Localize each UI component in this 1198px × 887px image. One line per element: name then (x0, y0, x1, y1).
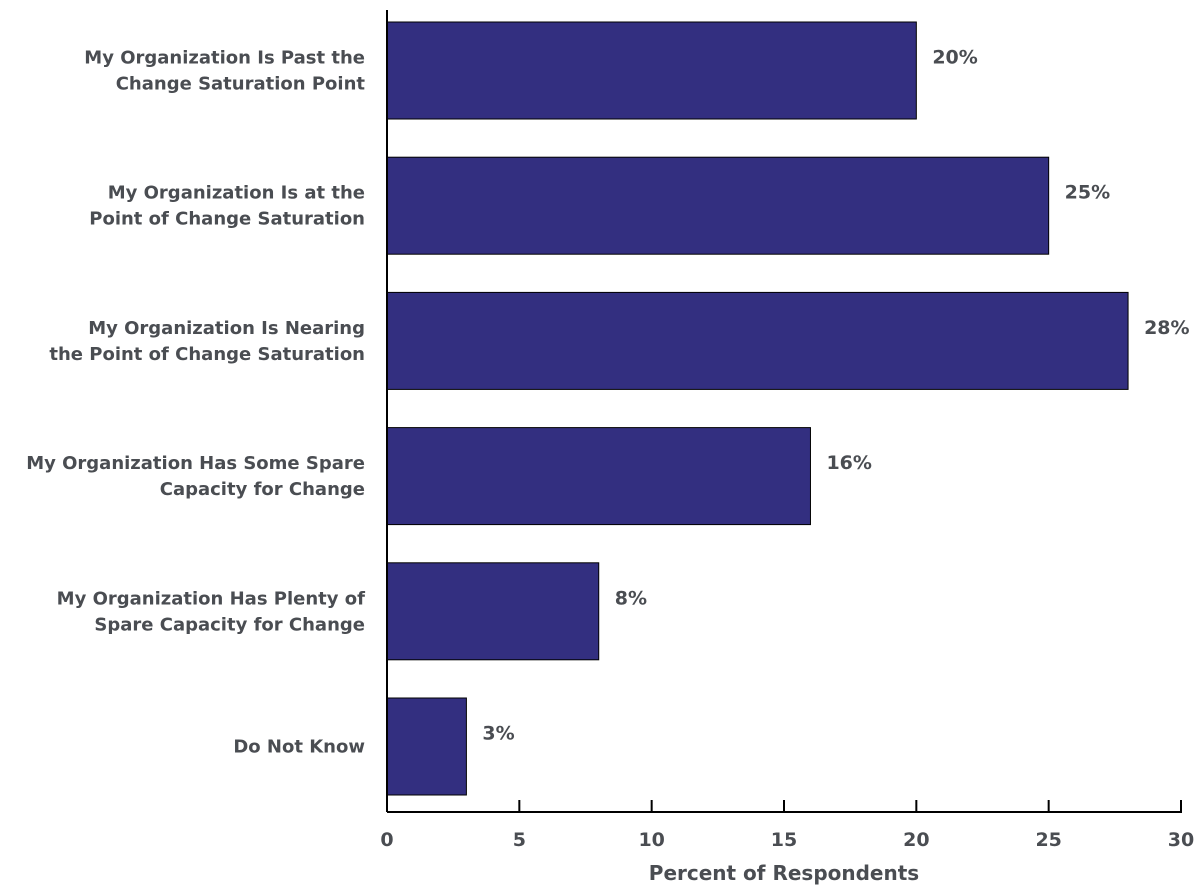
bar-4 (386, 562, 600, 661)
x-ticks-group: 0 5 10 15 20 25 30 (380, 800, 1194, 851)
data-label-3: 16% (826, 452, 871, 474)
data-label-1: 25% (1065, 182, 1110, 204)
data-label-5: 3% (482, 723, 514, 745)
category-label-0-line-1: Change Saturation Point (116, 74, 366, 95)
value-labels-group: 20% 25% 28% 16% 8% 3% (482, 47, 1189, 745)
bars-group (386, 21, 1129, 796)
category-labels-group: My Organization Is Past the Change Satura… (26, 48, 365, 758)
category-label-3: My Organization Has Some Spare Capacity f… (26, 453, 365, 500)
x-tick-label-0: 0 (380, 829, 393, 851)
bar-5 (386, 697, 467, 796)
data-label-2: 28% (1144, 317, 1189, 339)
bar-1 (386, 156, 1050, 255)
category-label-4-line-0: My Organization Has Plenty of (57, 588, 365, 609)
category-label-0: My Organization Is Past the Change Satura… (84, 48, 365, 95)
x-tick-label-3: 15 (771, 829, 797, 851)
category-label-1: My Organization Is at the Point of Change… (89, 183, 365, 230)
x-axis-title: Percent of Respondents (649, 861, 919, 885)
category-label-3-line-1: Capacity for Change (160, 479, 365, 500)
bar-2 (386, 291, 1129, 390)
category-label-2-line-1: the Point of Change Saturation (49, 344, 365, 365)
x-tick-label-1: 5 (513, 829, 526, 851)
category-label-3-line-0: My Organization Has Some Spare (26, 453, 365, 474)
category-label-1-line-1: Point of Change Saturation (89, 209, 365, 230)
data-label-0: 20% (932, 47, 977, 69)
category-label-2-line-0: My Organization Is Nearing (88, 318, 365, 339)
x-tick-label-4: 20 (903, 829, 929, 851)
category-label-0-line-0: My Organization Is Past the (84, 48, 365, 69)
bar-0 (386, 21, 917, 120)
category-label-2: My Organization Is Nearing the Point of C… (49, 318, 365, 365)
category-label-5: Do Not Know (233, 737, 365, 758)
category-label-4: My Organization Has Plenty of Spare Capac… (57, 588, 365, 635)
x-tick-label-5: 25 (1035, 829, 1061, 851)
category-label-5-line-0: Do Not Know (233, 737, 365, 758)
bar-3 (386, 427, 811, 526)
category-label-4-line-1: Spare Capacity for Change (94, 614, 365, 635)
x-tick-label-2: 10 (638, 829, 664, 851)
x-tick-label-6: 30 (1168, 829, 1194, 851)
data-label-4: 8% (615, 587, 647, 609)
category-label-1-line-0: My Organization Is at the (108, 183, 365, 204)
